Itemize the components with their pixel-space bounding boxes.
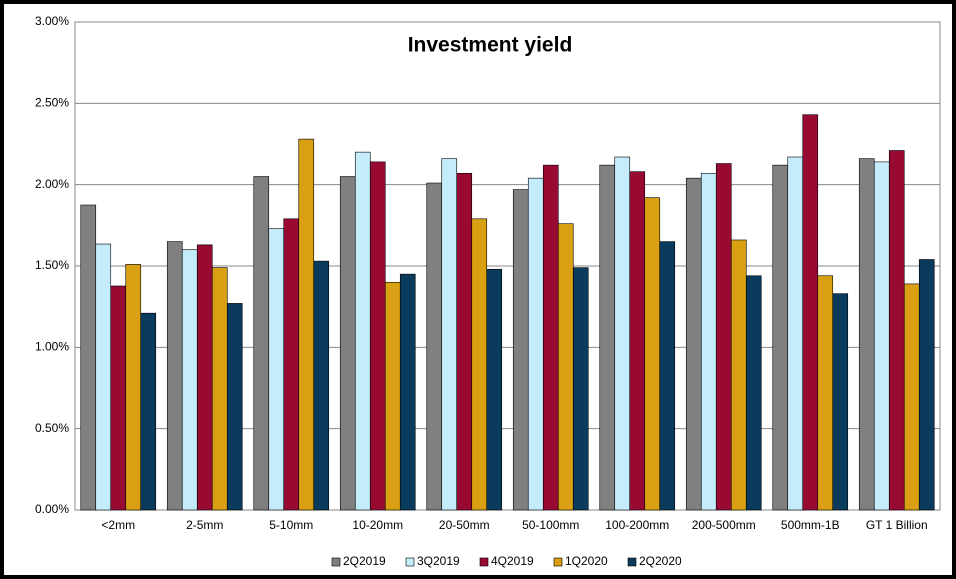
bar <box>644 197 661 511</box>
x-tick-label: 500mm-1B <box>781 518 840 532</box>
y-tick-label: 1.50% <box>35 258 69 272</box>
x-tick-label: 200-500mm <box>692 518 756 532</box>
legend-swatch <box>405 557 415 567</box>
bar <box>858 158 875 511</box>
bar <box>832 293 849 511</box>
bar <box>572 267 589 511</box>
bar <box>166 241 183 511</box>
bar <box>527 177 544 511</box>
bar <box>599 164 616 511</box>
bar <box>888 150 905 511</box>
chart-title: Investment yield <box>408 34 573 57</box>
legend-label: 1Q2020 <box>565 554 608 568</box>
x-tick-label: 10-20mm <box>352 518 403 532</box>
bar <box>659 241 676 511</box>
legend-swatch <box>331 557 341 567</box>
bar <box>369 161 386 511</box>
bar <box>95 243 112 511</box>
bar <box>441 158 458 511</box>
bar <box>542 164 559 511</box>
legend-swatch <box>479 557 489 567</box>
bar <box>339 176 356 511</box>
bar <box>456 172 473 511</box>
bar <box>802 114 819 511</box>
bar <box>745 275 762 511</box>
x-tick-label: <2mm <box>101 518 135 532</box>
legend-label: 4Q2019 <box>491 554 534 568</box>
bar <box>817 275 834 511</box>
legend-label: 2Q2019 <box>343 554 386 568</box>
bar <box>181 249 198 511</box>
bar <box>787 156 804 511</box>
bar <box>685 177 702 511</box>
x-tick-label: 20-50mm <box>439 518 490 532</box>
legend-swatch <box>627 557 637 567</box>
bar <box>125 264 142 511</box>
bar <box>268 228 285 511</box>
bar <box>354 151 371 511</box>
bar <box>471 218 488 511</box>
legend-swatch <box>553 557 563 567</box>
bar <box>918 259 935 511</box>
bar <box>196 244 213 511</box>
bar <box>629 171 646 511</box>
x-tick-label: 100-200mm <box>605 518 669 532</box>
bar <box>140 312 157 511</box>
bar <box>772 164 789 511</box>
y-tick-label: 1.00% <box>35 340 69 354</box>
bar <box>730 239 747 511</box>
bar <box>715 163 732 511</box>
bar <box>399 273 416 511</box>
bar <box>298 138 315 511</box>
y-tick-label: 2.50% <box>35 96 69 110</box>
bar <box>384 281 401 511</box>
bar <box>614 156 631 511</box>
x-tick-label: GT 1 Billion <box>866 518 928 532</box>
bar <box>700 172 717 511</box>
bar <box>557 223 574 511</box>
bar <box>903 283 920 511</box>
x-tick-label: 50-100mm <box>522 518 579 532</box>
legend-label: 3Q2019 <box>417 554 460 568</box>
x-tick-label: 2-5mm <box>186 518 223 532</box>
legend-label: 2Q2020 <box>639 554 682 568</box>
bar <box>486 268 503 511</box>
bar <box>110 285 127 511</box>
bar <box>873 161 890 511</box>
y-tick-label: 0.50% <box>35 421 69 435</box>
y-tick-label: 2.00% <box>35 177 69 191</box>
bar <box>313 260 330 511</box>
bar <box>283 218 300 511</box>
bar <box>211 267 228 511</box>
bar <box>80 204 97 511</box>
bar <box>253 176 270 511</box>
bar <box>226 303 243 511</box>
bar <box>512 189 529 511</box>
bar <box>426 182 443 511</box>
y-tick-label: 3.00% <box>35 14 69 28</box>
x-tick-label: 5-10mm <box>269 518 313 532</box>
y-tick-label: 0.00% <box>35 502 69 516</box>
